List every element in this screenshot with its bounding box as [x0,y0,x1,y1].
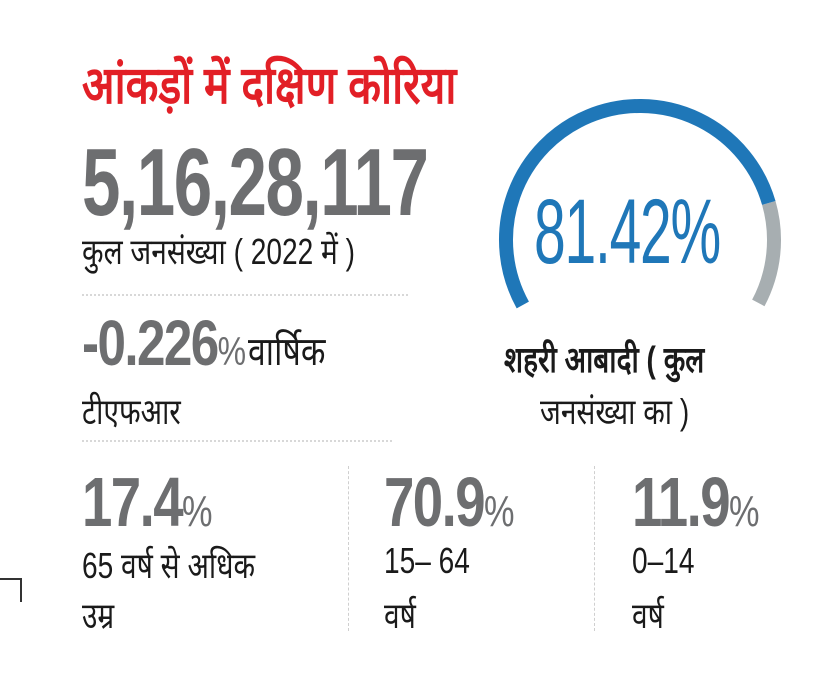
divider [82,440,392,442]
age-label-2: उम्र [82,595,115,636]
population-label: कुल जनसंख्या ( 2022 में ) [82,231,355,272]
urban-label-1: शहरी आबादी ( कुल [504,339,705,380]
divider [82,294,408,296]
urban-label-2: जनसंख्या का ) [540,391,690,432]
urban-value: 81.42% [534,181,721,283]
age-label-1: 0–14 [632,540,695,581]
divider [348,466,349,631]
age-value: 17.4 [82,463,184,541]
gauge-fill [499,99,776,309]
age-unit: % [484,487,515,536]
infographic-title: आंकड़ों में दक्षिण कोरिया [82,57,457,115]
tfr-value: -0.226 [82,307,219,379]
population-value: 5,16,28,117 [82,129,429,236]
tfr-label-2: टीएफआर [82,391,181,432]
age-label-1: 65 वर्ष से अधिक [82,545,256,586]
divider [594,466,595,631]
age-unit: % [729,487,760,536]
tfr-unit: % [217,330,246,374]
age-unit: % [182,487,213,536]
age-label-2: वर्ष [632,595,664,636]
age-value: 70.9 [384,463,486,541]
age-label-1: 15– 64 [384,540,470,581]
age-value: 11.9 [632,463,731,541]
tfr-block: -0.226% वार्षिक [82,306,325,380]
age-label-2: वर्ष [384,595,416,636]
tfr-label-1: वार्षिक [248,330,326,374]
crop-mark [0,578,22,602]
gauge-track [752,201,781,307]
